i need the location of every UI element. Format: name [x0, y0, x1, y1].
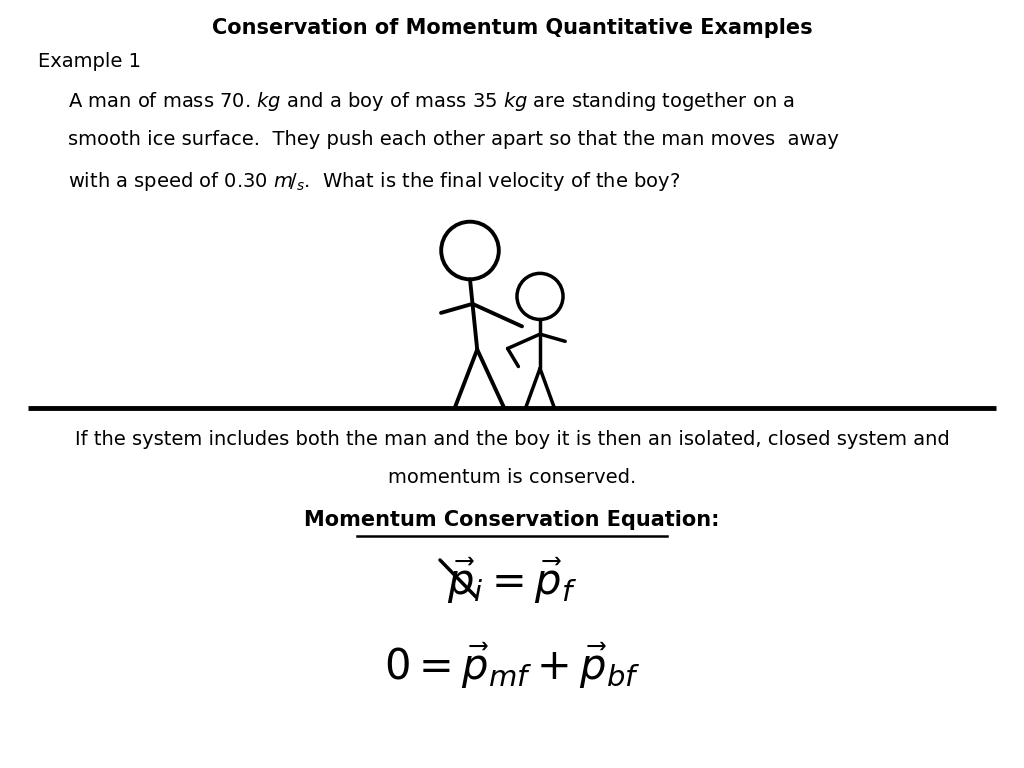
Text: with a speed of 0.30 $\mathit{m}\!/_{\mathit{s}}$.  What is the final velocity o: with a speed of 0.30 $\mathit{m}\!/_{\ma…: [68, 170, 680, 193]
Text: $\vec{p}_i = \vec{p}_f$: $\vec{p}_i = \vec{p}_f$: [447, 555, 577, 606]
Text: Momentum Conservation Equation:: Momentum Conservation Equation:: [304, 510, 720, 530]
Text: smooth ice surface.  They push each other apart so that the man moves  away: smooth ice surface. They push each other…: [68, 130, 839, 149]
Text: $0 = \vec{p}_{mf} + \vec{p}_{bf}$: $0 = \vec{p}_{mf} + \vec{p}_{bf}$: [384, 640, 640, 690]
Text: Example 1: Example 1: [38, 52, 141, 71]
Text: momentum is conserved.: momentum is conserved.: [388, 468, 636, 487]
Text: A man of mass 70. $\it{kg}$ and a boy of mass 35 $\it{kg}$ are standing together: A man of mass 70. $\it{kg}$ and a boy of…: [68, 90, 795, 113]
Text: If the system includes both the man and the boy it is then an isolated, closed s: If the system includes both the man and …: [75, 430, 949, 449]
Text: Conservation of Momentum Quantitative Examples: Conservation of Momentum Quantitative Ex…: [212, 18, 812, 38]
